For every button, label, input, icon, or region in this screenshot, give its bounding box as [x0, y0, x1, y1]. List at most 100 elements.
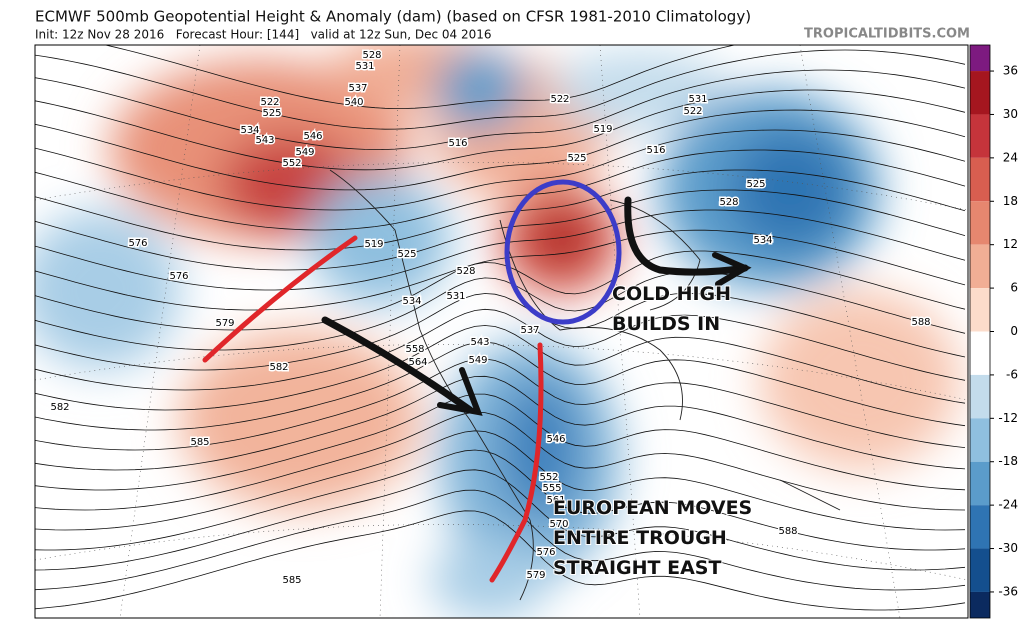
contour-label: 525	[746, 179, 765, 190]
colorbar-label: 0	[1010, 324, 1018, 338]
annotation-text: ENTIRE TROUGH	[553, 527, 727, 549]
annotation-text: EUROPEAN MOVES	[553, 497, 752, 519]
contour-label: 537	[348, 83, 367, 94]
contour-line	[35, 129, 966, 211]
contour-label: 528	[719, 197, 738, 208]
contour-line	[35, 430, 966, 531]
contour-line	[35, 375, 966, 471]
colorbar-segment	[970, 71, 990, 115]
contour-label: 576	[169, 271, 188, 282]
contour-line	[35, 393, 966, 491]
contour-label: 546	[303, 131, 322, 142]
contour-label: 549	[468, 355, 487, 366]
contour-label: 576	[128, 238, 147, 249]
colorbar-segment	[970, 244, 990, 289]
colorbar-segment	[970, 157, 990, 202]
colorbar-label: 30	[1003, 107, 1018, 121]
colorbar-label: 6	[1010, 281, 1018, 295]
contour-label: 543	[470, 337, 489, 348]
contour-line	[35, 49, 966, 130]
contour-line	[35, 209, 966, 291]
contour-line	[35, 169, 966, 251]
colorbar-label: -36	[998, 584, 1018, 598]
colorbar-segment	[970, 45, 990, 72]
colorbar-label: 12	[1003, 237, 1018, 251]
annotation-text: COLD HIGH	[612, 283, 731, 305]
graticule	[35, 45, 968, 618]
annotation-text: BUILDS IN	[612, 313, 720, 335]
contour-labels: 5285315375225255405345465435495525165225…	[49, 49, 932, 588]
colorbar-label: -18	[998, 454, 1018, 468]
contour-label: 525	[397, 249, 416, 260]
contour-label: 561	[546, 495, 565, 506]
contour-line	[35, 69, 966, 151]
contour-line	[35, 250, 966, 331]
contour-label: 552	[282, 158, 301, 169]
contour-line	[35, 411, 966, 511]
colorbar: 36 30 24 18 12 6 0 -6 -12 -18 -24 -30 -36	[969, 44, 1018, 619]
colorbar-segment	[970, 591, 990, 618]
contour-label: 585	[282, 575, 301, 586]
contour-line	[35, 308, 966, 391]
contour-label: 525	[567, 153, 586, 164]
colorbar-segment	[970, 201, 990, 245]
contour-label: 588	[911, 317, 930, 328]
contour-label: 549	[295, 147, 314, 158]
contour-label: 522	[550, 94, 569, 105]
contour-label: 582	[269, 362, 288, 373]
contour-label: 534	[240, 125, 259, 136]
annotation-text: STRAIGHT EAST	[553, 557, 721, 579]
contour-label: 516	[448, 138, 467, 149]
contour-label: 555	[542, 483, 561, 494]
contour-label: 552	[539, 472, 558, 483]
coastlines	[329, 169, 841, 601]
contour-label: 585	[190, 437, 209, 448]
contour-label: 579	[215, 318, 234, 329]
circle-markup	[504, 179, 622, 325]
contour-label: 546	[546, 434, 565, 445]
title: ECMWF 500mb Geopotential Height & Anomal…	[35, 8, 751, 26]
source: TROPICALTIDBITS.COM	[804, 27, 970, 42]
height-contours	[35, 45, 966, 611]
contour-label: 576	[536, 547, 555, 558]
contour-line	[35, 489, 966, 591]
colorbar-segment	[970, 288, 990, 332]
map-frame	[34, 44, 969, 619]
contour-label: 519	[593, 124, 612, 135]
contour-line	[35, 89, 966, 171]
contour-label: 540	[344, 97, 363, 108]
contour-label: 528	[456, 266, 475, 277]
contour-line	[35, 449, 966, 551]
contour-line	[103, 45, 736, 110]
colorbar-label: -24	[998, 498, 1018, 512]
drawn-markup	[202, 196, 752, 583]
contour-line	[35, 149, 966, 231]
colorbar-label: 18	[1003, 194, 1018, 208]
contour-line	[35, 292, 966, 371]
colorbar-segment	[970, 374, 990, 419]
anomaly-shading	[35, 45, 960, 618]
map: 5285315375225255405345465435495525165225…	[35, 45, 968, 618]
colorbar-segment	[970, 548, 990, 592]
colorbar-label: -30	[998, 541, 1018, 555]
contour-label: 582	[50, 402, 69, 413]
annotations: COLD HIGH BUILDS IN EUROPEAN MOVES ENTIRE T…	[552, 282, 753, 580]
contour-label: 516	[646, 145, 665, 156]
contour-label: 543	[255, 135, 274, 146]
colorbar-segment	[970, 505, 990, 549]
contour-label: 528	[362, 50, 381, 61]
contour-label: 531	[355, 61, 374, 72]
contour-line	[35, 189, 966, 271]
contour-label: 537	[520, 325, 539, 336]
contour-label: 531	[446, 291, 465, 302]
contour-label: 531	[688, 94, 707, 105]
colorbar-label: 36	[1003, 64, 1018, 78]
subtitle: Init: 12z Nov 28 2016 Forecast Hour: [14…	[35, 28, 492, 42]
contour-label: 534	[753, 235, 772, 246]
contour-line	[35, 271, 966, 351]
contour-line	[35, 358, 966, 451]
contour-label: 525	[262, 108, 281, 119]
contour-line	[35, 109, 966, 191]
colorbar-segment	[970, 418, 990, 462]
